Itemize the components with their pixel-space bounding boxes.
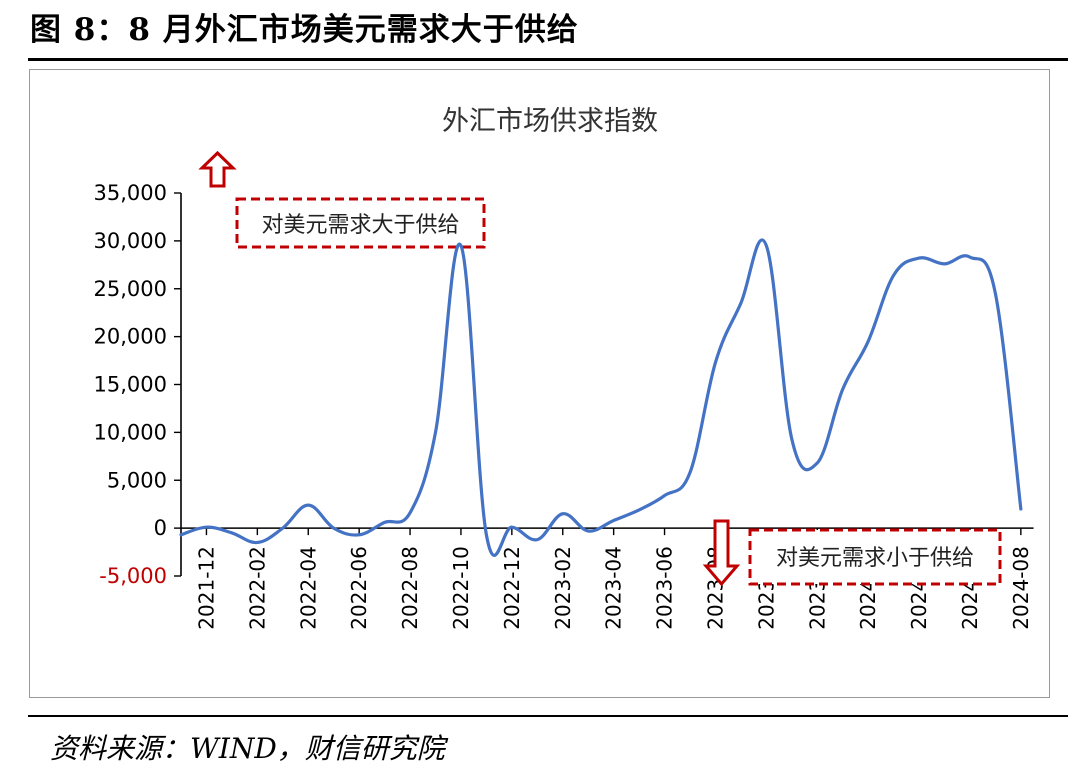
y-tick-label: -5,000 xyxy=(99,564,167,588)
axes: 35,000 30,000 25,000 20,000 15,000 10,000 5,00… xyxy=(94,181,1034,630)
y-tick-label: 25,000 xyxy=(94,277,167,301)
source-rule xyxy=(28,715,1068,717)
x-tick-label: 2023-04 xyxy=(602,546,626,630)
series-line xyxy=(179,238,1023,557)
y-tick-label: 30,000 xyxy=(94,229,167,253)
x-tick-label: 2022-08 xyxy=(398,546,422,630)
x-tick-label: 2023-02 xyxy=(551,546,575,630)
x-tick-label: 2022-06 xyxy=(347,546,371,630)
x-tick-label: 2022-02 xyxy=(245,546,269,630)
x-tick-label: 2022-10 xyxy=(449,546,473,630)
y-tick-label: 5,000 xyxy=(107,468,167,492)
annotation-box-up xyxy=(235,197,486,249)
figure-title: 图 8：8 月外汇市场美元需求大于供给 xyxy=(30,12,579,48)
line-chart: 外汇市场供求指数 35,000 30,000 25,000 20,000 15,000 1… xyxy=(94,106,1034,630)
annotation-box-down xyxy=(748,528,1002,586)
up-arrow-icon xyxy=(198,150,237,188)
source-note: 资料来源：WIND，财信研究院 xyxy=(50,732,445,765)
y-tick-label: 20,000 xyxy=(94,325,167,349)
annotation-label-down: 对美元需求小于供给 xyxy=(776,546,974,571)
chart-frame: 外汇市场供求指数 35,000 30,000 25,000 20,000 15,000 1… xyxy=(29,69,1050,698)
chart-title: 外汇市场供求指数 xyxy=(442,106,658,137)
y-tick-label: 10,000 xyxy=(94,420,167,444)
y-tick-label: 0 xyxy=(154,516,167,540)
y-tick-label: 15,000 xyxy=(94,373,167,397)
down-arrow-icon xyxy=(702,519,741,587)
y-tick-label: 35,000 xyxy=(94,181,167,205)
series-layer xyxy=(179,238,1023,557)
title-rule xyxy=(28,58,1068,61)
x-tick-label: 2021-12 xyxy=(194,546,218,630)
annotation-label-up: 对美元需求大于供给 xyxy=(261,213,459,238)
x-tick-label: 2024-08 xyxy=(1009,546,1033,630)
x-tick-label: 2022-12 xyxy=(500,546,524,630)
x-tick-label: 2022-04 xyxy=(296,546,320,630)
x-tick-label: 2023-06 xyxy=(653,546,677,630)
